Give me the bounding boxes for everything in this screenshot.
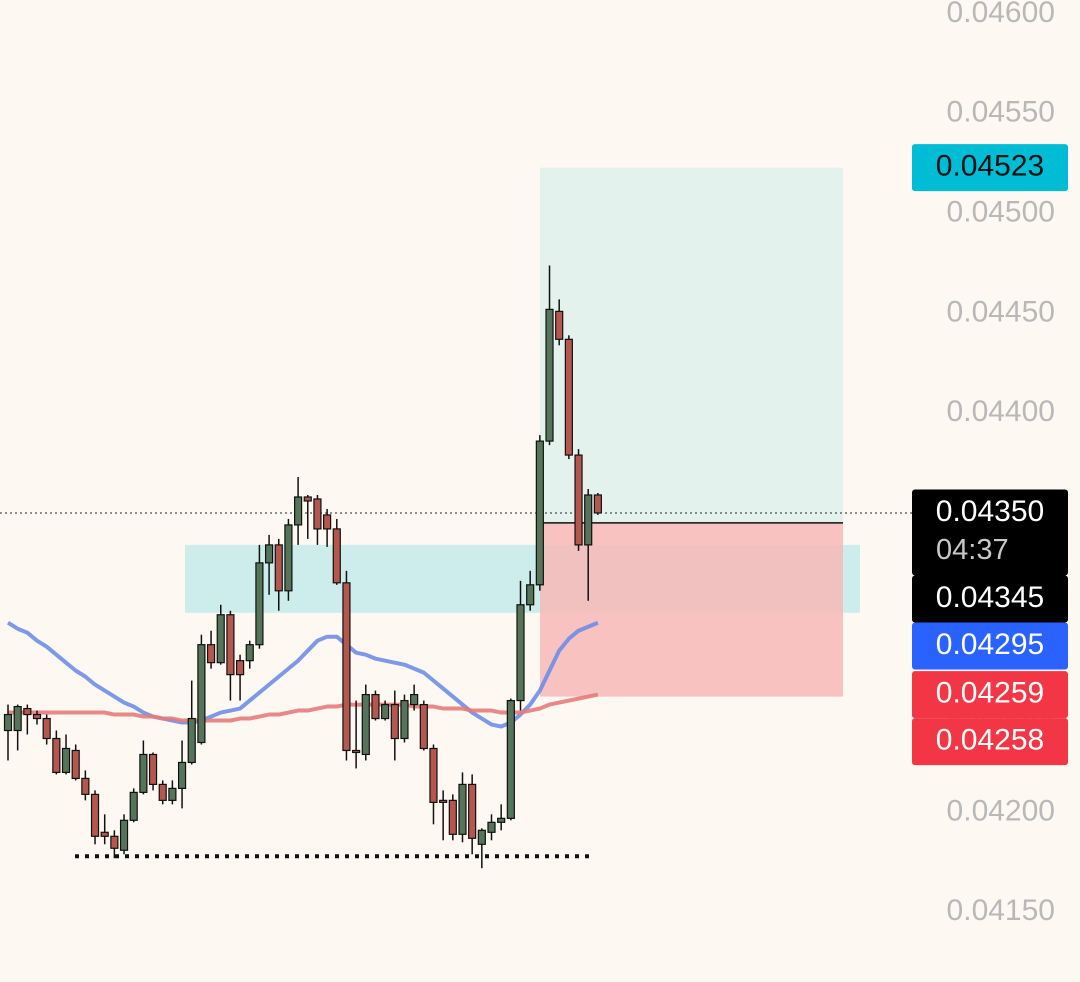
candle-body bbox=[448, 799, 457, 835]
price-marker-label: 0.04259 bbox=[936, 677, 1044, 710]
candle-body bbox=[506, 699, 515, 819]
candle-body bbox=[23, 707, 32, 716]
candle-body bbox=[545, 308, 554, 442]
y-tick-label: 0.04200 bbox=[947, 794, 1055, 827]
candle-body bbox=[332, 528, 341, 584]
candle-body bbox=[323, 514, 332, 530]
y-tick-label: 0.04550 bbox=[947, 96, 1055, 129]
candle-body bbox=[410, 693, 419, 706]
candle-body bbox=[235, 660, 245, 676]
candle-body bbox=[264, 544, 274, 564]
candle-body bbox=[119, 819, 129, 851]
candle-body bbox=[313, 498, 322, 530]
countdown: 04:37 bbox=[936, 534, 1009, 566]
candle-body bbox=[284, 524, 293, 592]
candle-body bbox=[245, 644, 254, 662]
price-marker bbox=[912, 575, 1068, 623]
candle-body bbox=[584, 494, 593, 546]
candle-body bbox=[497, 817, 506, 823]
target-region bbox=[540, 167, 843, 523]
candle-body bbox=[526, 584, 535, 606]
price-marker bbox=[912, 671, 1068, 719]
candle-body bbox=[110, 835, 119, 849]
price-marker bbox=[912, 622, 1068, 670]
price-marker-label: 0.04345 bbox=[936, 581, 1044, 614]
candle-body bbox=[206, 644, 216, 664]
candle-body bbox=[168, 787, 177, 801]
candle-body bbox=[574, 454, 583, 546]
candle-body bbox=[342, 582, 351, 752]
candle-body bbox=[555, 310, 564, 340]
candle-body bbox=[439, 799, 448, 803]
candle-body bbox=[274, 544, 283, 592]
candle-body bbox=[226, 614, 235, 676]
candle-body bbox=[81, 777, 90, 795]
y-tick-label: 0.04450 bbox=[947, 295, 1055, 328]
price-marker-label: 0.04350 bbox=[936, 495, 1044, 528]
candle-body bbox=[487, 821, 496, 833]
candle-body bbox=[90, 793, 100, 837]
candle-body bbox=[13, 705, 22, 732]
candle-body bbox=[477, 829, 486, 845]
candle-body bbox=[303, 496, 312, 502]
candle-body bbox=[71, 749, 80, 780]
price-marker bbox=[912, 718, 1068, 766]
candle-body bbox=[52, 737, 61, 774]
moving-average bbox=[6, 620, 599, 729]
price-marker bbox=[912, 489, 1068, 576]
candle-body bbox=[216, 614, 225, 664]
candle-body bbox=[564, 338, 573, 456]
price-marker-label: 0.04295 bbox=[936, 628, 1044, 661]
candle-body bbox=[381, 703, 390, 720]
price-marker bbox=[912, 144, 1068, 192]
candle-body bbox=[148, 753, 158, 786]
candle-body bbox=[158, 783, 167, 801]
candle-body bbox=[294, 496, 303, 526]
candle-body bbox=[42, 717, 51, 740]
candle-body bbox=[390, 703, 399, 740]
y-tick-label: 0.04150 bbox=[947, 894, 1055, 927]
candle-body bbox=[139, 753, 148, 793]
candle-body bbox=[593, 494, 602, 514]
y-tick-label: 0.04400 bbox=[947, 395, 1055, 428]
candle-body bbox=[468, 783, 477, 839]
price-marker-label: 0.04523 bbox=[936, 150, 1044, 183]
y-tick-label: 0.04600 bbox=[947, 0, 1055, 29]
candle-body bbox=[3, 713, 13, 732]
price-marker-label: 0.04258 bbox=[936, 724, 1044, 757]
moving-average bbox=[8, 692, 599, 723]
candle-body bbox=[400, 699, 409, 740]
candle-body bbox=[255, 562, 264, 646]
candle-body bbox=[177, 761, 187, 789]
candle-body bbox=[458, 783, 467, 835]
candle-body bbox=[429, 747, 438, 803]
candle-body bbox=[129, 791, 138, 821]
candle-body bbox=[352, 749, 361, 754]
candle-body bbox=[361, 693, 370, 756]
candle-body bbox=[516, 604, 525, 702]
candle-body bbox=[61, 747, 71, 774]
candle-body bbox=[100, 831, 109, 837]
y-tick-label: 0.04500 bbox=[947, 195, 1055, 228]
stop-region bbox=[540, 522, 843, 697]
candle-body bbox=[187, 717, 196, 764]
candle-body bbox=[419, 703, 428, 750]
candle-body bbox=[371, 693, 380, 720]
candle-body bbox=[197, 644, 206, 744]
candle-body bbox=[32, 713, 42, 720]
candle-body bbox=[535, 440, 544, 586]
